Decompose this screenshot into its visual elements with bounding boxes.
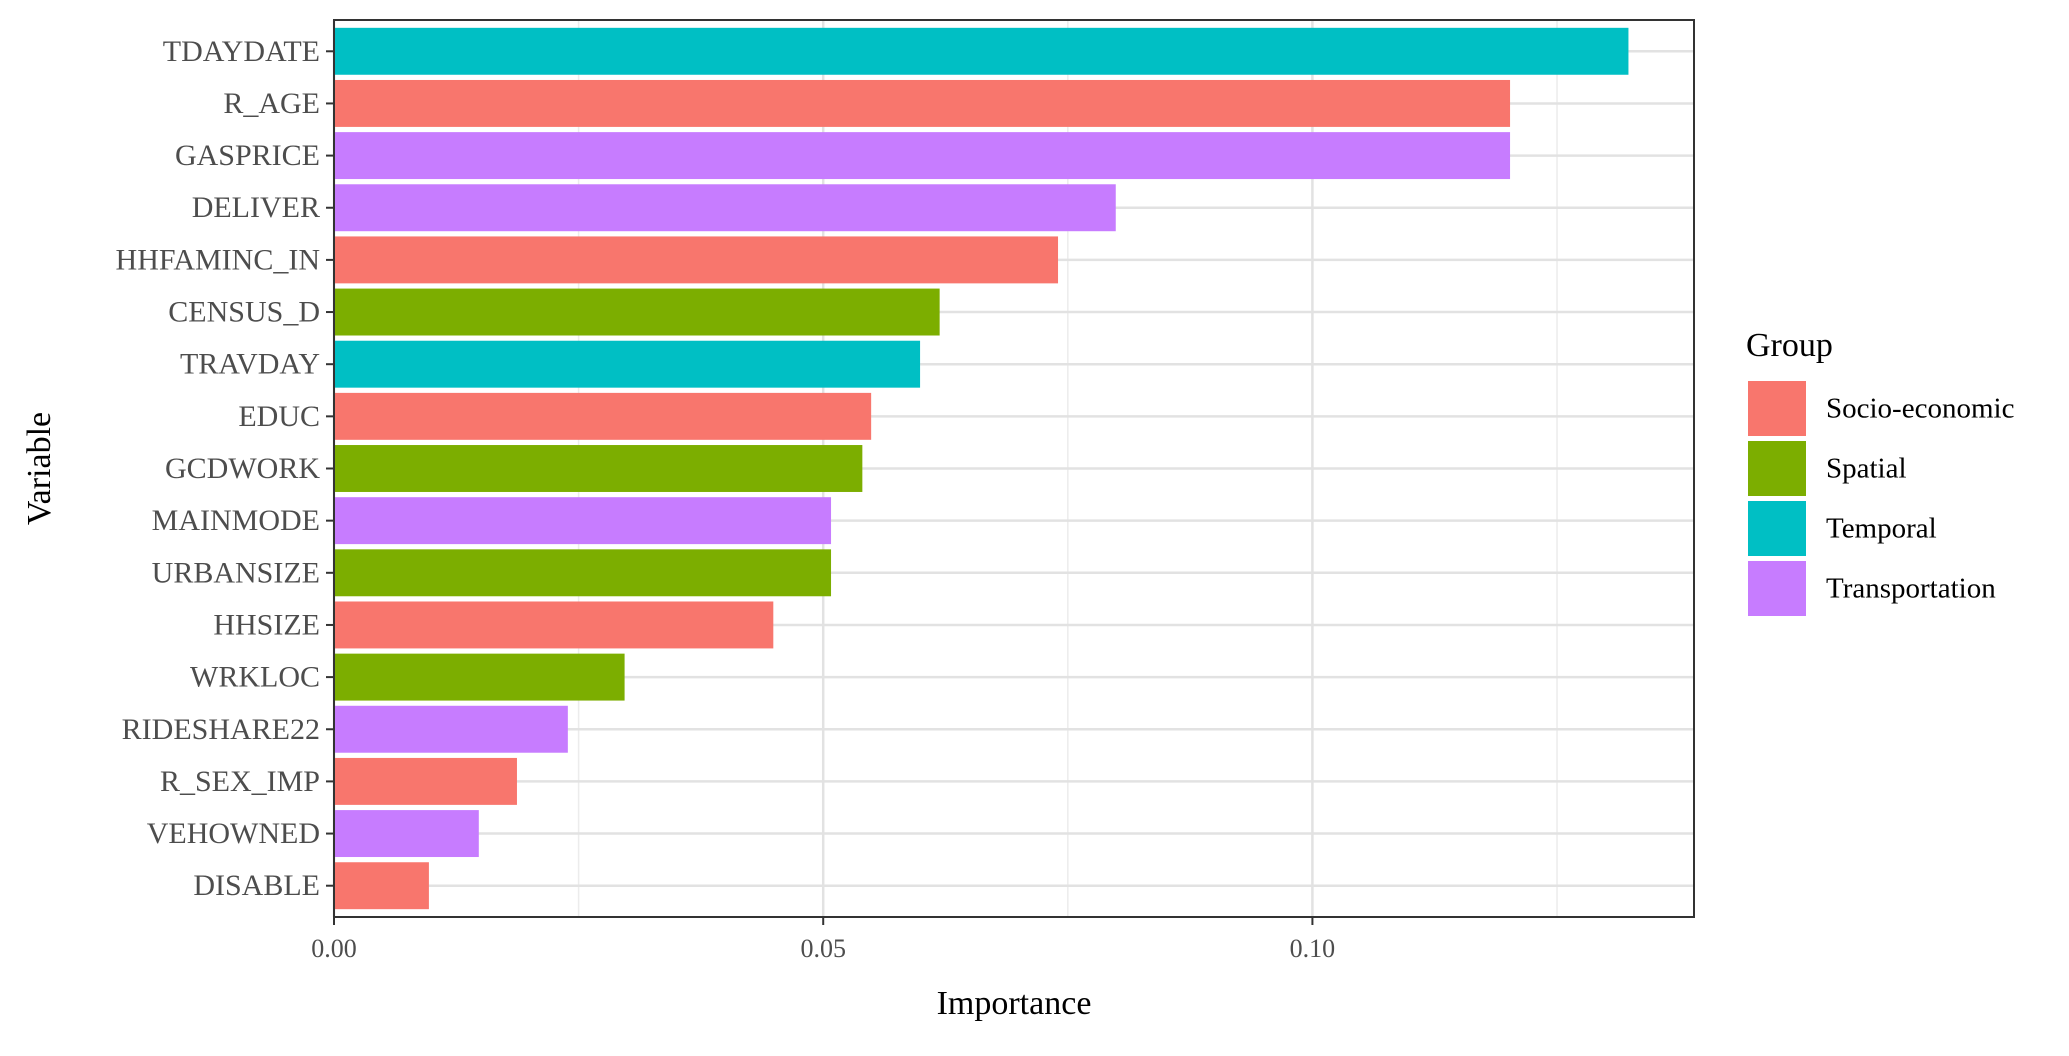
x-tick-label: 0.05 [800,934,846,963]
legend-items: Socio-economic Spatial Temporal Transportat… [1748,381,2014,616]
legend-key [1748,561,1806,616]
y-tick-label: MAINMODE [152,504,320,537]
x-tick-label: 0.00 [311,934,357,963]
y-tick-label: DISABLE [193,869,320,902]
legend-title: Group [1746,327,1833,364]
bar-mainmode [334,497,832,545]
legend-key [1748,441,1806,496]
bar-vehowned [334,810,479,858]
bars [334,27,1629,910]
legend: Group Socio-economic Spatial Temporal Trans… [1746,327,2014,616]
bar-disable [334,862,429,910]
bar-census-d [334,288,940,336]
legend-key [1748,381,1806,436]
y-tick-labels: TDAYDATE R_AGE GASPRICE DELIVER HHFAMINC_IN C… [116,35,334,902]
y-tick-label: GCDWORK [165,452,320,485]
y-tick-label: HHSIZE [213,608,320,641]
bar-urbansize [334,549,832,597]
y-tick-label: R_AGE [223,87,320,120]
bar-gasprice [334,132,1511,180]
bar-hhfaminc-in [334,236,1059,284]
y-axis-title: Variable [21,412,58,525]
y-tick-label: VEHOWNED [147,817,320,850]
bar-tdaydate [334,27,1629,75]
y-tick-label: GASPRICE [175,139,320,172]
y-tick-label: TRAVDAY [180,348,320,381]
legend-key [1748,501,1806,556]
bar-travday [334,340,921,388]
y-tick-label: CENSUS_D [168,296,320,329]
y-tick-label: DELIVER [192,191,320,224]
bar-deliver [334,184,1116,232]
bar-gcdwork [334,445,863,492]
legend-label: Spatial [1826,453,1907,485]
bar-wrkloc [334,653,625,701]
bar-hhsize [334,601,774,649]
x-tick-labels: 0.00 0.05 0.10 [311,917,1335,963]
bar-rideshare22 [334,705,568,753]
legend-label: Socio-economic [1826,393,2014,425]
y-tick-label: HHFAMINC_IN [116,243,320,276]
bar-r-age [334,79,1511,127]
x-axis-title: Importance [937,985,1092,1022]
legend-label: Transportation [1826,573,1996,605]
y-tick-label: WRKLOC [190,661,320,694]
legend-label: Temporal [1826,513,1937,545]
bar-educ [334,392,872,440]
y-tick-label: RIDESHARE22 [122,713,320,746]
y-tick-label: EDUC [238,400,320,433]
x-tick-label: 0.10 [1290,934,1336,963]
y-tick-label: R_SEX_IMP [160,765,320,798]
y-tick-label: TDAYDATE [163,35,320,68]
bar-r-sex-imp [334,757,517,805]
y-tick-label: URBANSIZE [152,556,320,589]
